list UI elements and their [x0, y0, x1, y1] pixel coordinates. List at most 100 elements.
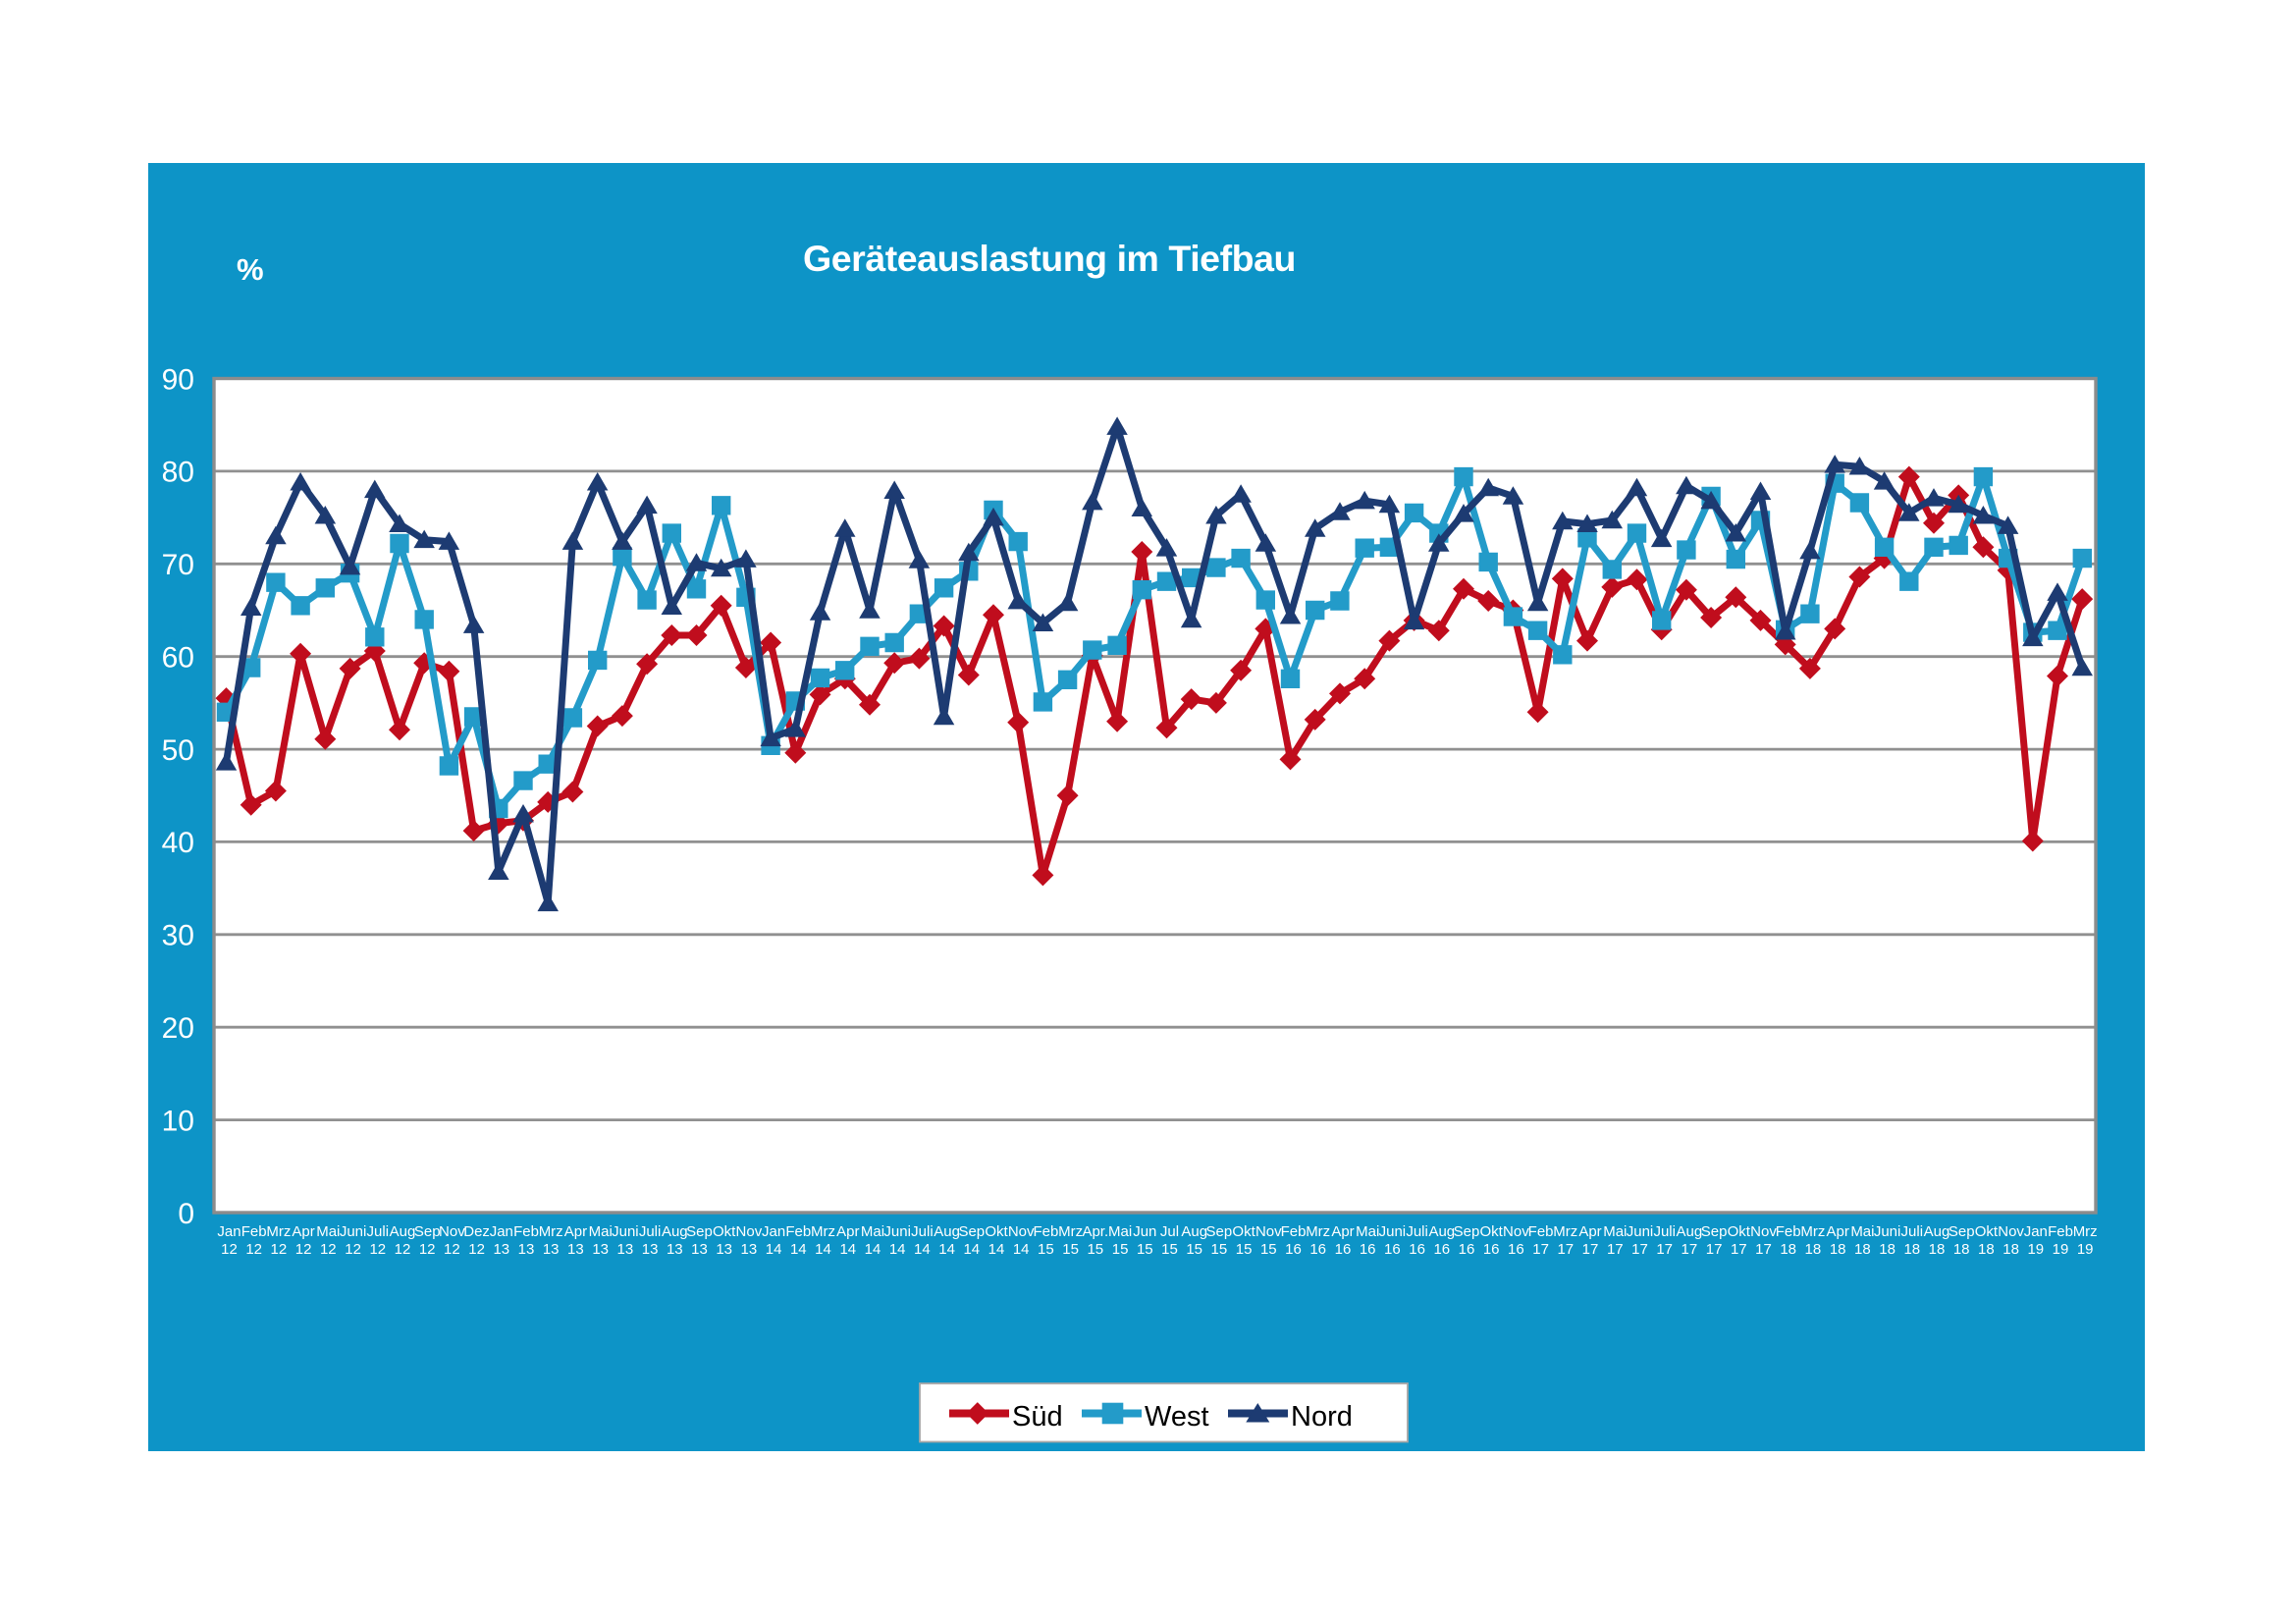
- svg-text:Feb: Feb: [241, 1223, 267, 1240]
- svg-text:Juni: Juni: [1627, 1223, 1654, 1240]
- svg-text:12: 12: [444, 1241, 460, 1258]
- svg-text:14: 14: [815, 1241, 831, 1258]
- svg-text:60: 60: [162, 642, 194, 675]
- svg-text:Okt: Okt: [1728, 1223, 1751, 1240]
- svg-text:16: 16: [1360, 1241, 1376, 1258]
- svg-text:Juli: Juli: [911, 1223, 934, 1240]
- svg-text:14: 14: [839, 1241, 856, 1258]
- svg-text:Juli: Juli: [1653, 1223, 1676, 1240]
- svg-text:Mai: Mai: [316, 1223, 340, 1240]
- svg-text:Sep: Sep: [1701, 1223, 1728, 1240]
- svg-text:Juli: Juli: [1406, 1223, 1428, 1240]
- svg-text:13: 13: [741, 1241, 758, 1258]
- svg-text:Sep: Sep: [1949, 1223, 1975, 1240]
- svg-text:Feb: Feb: [1776, 1223, 1801, 1240]
- svg-text:18: 18: [1879, 1241, 1896, 1258]
- svg-text:Mai: Mai: [861, 1223, 884, 1240]
- svg-text:90: 90: [162, 363, 194, 396]
- svg-text:Juni: Juni: [883, 1223, 911, 1240]
- svg-text:16: 16: [1459, 1241, 1475, 1258]
- svg-text:16: 16: [1433, 1241, 1450, 1258]
- svg-text:Aug: Aug: [390, 1223, 416, 1240]
- svg-text:Apr: Apr: [1827, 1223, 1849, 1240]
- svg-text:Mrz: Mrz: [2073, 1223, 2098, 1240]
- svg-text:Apr.: Apr.: [1082, 1223, 1108, 1240]
- svg-text:19: 19: [2027, 1241, 2044, 1258]
- svg-text:Feb: Feb: [2048, 1223, 2073, 1240]
- svg-text:18: 18: [1953, 1241, 1970, 1258]
- svg-text:Nov: Nov: [1008, 1223, 1035, 1240]
- svg-text:0: 0: [178, 1198, 194, 1230]
- svg-text:14: 14: [865, 1241, 881, 1258]
- svg-text:17: 17: [1731, 1241, 1747, 1258]
- svg-text:13: 13: [567, 1241, 584, 1258]
- svg-text:Feb: Feb: [1281, 1223, 1307, 1240]
- svg-text:13: 13: [667, 1241, 683, 1258]
- svg-text:18: 18: [1805, 1241, 1822, 1258]
- svg-text:19: 19: [2077, 1241, 2094, 1258]
- svg-text:15: 15: [1087, 1241, 1103, 1258]
- svg-text:Mai: Mai: [1603, 1223, 1627, 1240]
- svg-text:70: 70: [162, 549, 194, 581]
- svg-text:17: 17: [1582, 1241, 1599, 1258]
- svg-text:50: 50: [162, 734, 194, 767]
- svg-text:14: 14: [889, 1241, 906, 1258]
- svg-text:Okt: Okt: [985, 1223, 1008, 1240]
- svg-text:17: 17: [1682, 1241, 1698, 1258]
- svg-text:Mrz: Mrz: [1553, 1223, 1577, 1240]
- svg-text:12: 12: [320, 1241, 337, 1258]
- svg-text:12: 12: [345, 1241, 361, 1258]
- svg-text:Feb: Feb: [1033, 1223, 1058, 1240]
- svg-text:13: 13: [642, 1241, 659, 1258]
- svg-text:Jul: Jul: [1160, 1223, 1179, 1240]
- svg-text:18: 18: [1854, 1241, 1871, 1258]
- svg-text:Jan: Jan: [2024, 1223, 2048, 1240]
- svg-text:Geräteauslastung im Tiefbau: Geräteauslastung im Tiefbau: [803, 238, 1296, 279]
- svg-text:15: 15: [1186, 1241, 1202, 1258]
- svg-text:Nov: Nov: [439, 1223, 465, 1240]
- svg-text:Juni: Juni: [340, 1223, 367, 1240]
- svg-text:10: 10: [162, 1105, 194, 1137]
- svg-text:Jan: Jan: [490, 1223, 513, 1240]
- svg-text:12: 12: [419, 1241, 436, 1258]
- svg-text:Jan: Jan: [217, 1223, 240, 1240]
- svg-text:Jun: Jun: [1133, 1223, 1156, 1240]
- svg-text:Aug: Aug: [1181, 1223, 1207, 1240]
- svg-text:15: 15: [1112, 1241, 1129, 1258]
- svg-text:14: 14: [914, 1241, 931, 1258]
- svg-text:15: 15: [1211, 1241, 1228, 1258]
- svg-text:13: 13: [617, 1241, 634, 1258]
- svg-text:Okt: Okt: [713, 1223, 736, 1240]
- svg-text:12: 12: [271, 1241, 288, 1258]
- svg-text:12: 12: [221, 1241, 238, 1258]
- svg-text:16: 16: [1309, 1241, 1326, 1258]
- svg-text:40: 40: [162, 827, 194, 859]
- svg-text:16: 16: [1285, 1241, 1302, 1258]
- svg-text:Feb: Feb: [785, 1223, 811, 1240]
- svg-text:15: 15: [1236, 1241, 1253, 1258]
- svg-text:14: 14: [988, 1241, 1005, 1258]
- svg-text:13: 13: [716, 1241, 732, 1258]
- svg-text:16: 16: [1384, 1241, 1401, 1258]
- svg-text:Sep: Sep: [1206, 1223, 1233, 1240]
- svg-text:12: 12: [369, 1241, 386, 1258]
- svg-text:14: 14: [1013, 1241, 1030, 1258]
- svg-text:Aug: Aug: [1924, 1223, 1950, 1240]
- svg-text:Mai: Mai: [1108, 1223, 1132, 1240]
- svg-text:Mai: Mai: [1850, 1223, 1874, 1240]
- svg-text:Aug: Aug: [662, 1223, 688, 1240]
- svg-text:17: 17: [1706, 1241, 1723, 1258]
- svg-text:Apr: Apr: [1331, 1223, 1354, 1240]
- svg-text:Juni: Juni: [1874, 1223, 1901, 1240]
- svg-text:Mrz: Mrz: [1058, 1223, 1083, 1240]
- svg-text:Jan: Jan: [762, 1223, 785, 1240]
- svg-text:17: 17: [1631, 1241, 1648, 1258]
- svg-text:Aug: Aug: [1677, 1223, 1703, 1240]
- svg-text:Apr: Apr: [1578, 1223, 1601, 1240]
- svg-text:Juli: Juli: [639, 1223, 662, 1240]
- svg-text:Nov: Nov: [1750, 1223, 1777, 1240]
- svg-text:15: 15: [1038, 1241, 1054, 1258]
- svg-text:15: 15: [1137, 1241, 1153, 1258]
- svg-text:13: 13: [543, 1241, 560, 1258]
- svg-text:12: 12: [395, 1241, 411, 1258]
